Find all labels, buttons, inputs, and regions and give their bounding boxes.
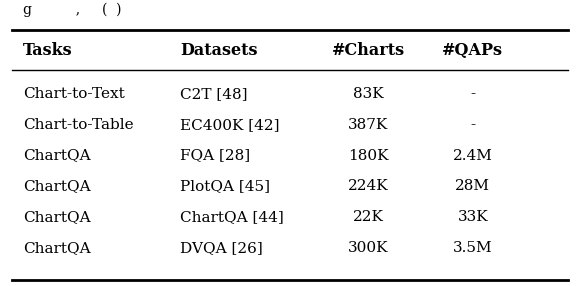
Text: ChartQA [44]: ChartQA [44] — [180, 210, 284, 224]
Text: Chart-to-Text: Chart-to-Text — [23, 87, 125, 101]
Text: 33K: 33K — [458, 210, 488, 224]
Text: FQA [28]: FQA [28] — [180, 149, 250, 162]
Text: DVQA [26]: DVQA [26] — [180, 241, 263, 255]
Text: #QAPs: #QAPs — [442, 41, 503, 59]
Text: C2T [48]: C2T [48] — [180, 87, 247, 101]
Text: -: - — [470, 118, 475, 132]
Text: 224K: 224K — [348, 180, 389, 193]
Text: ChartQA: ChartQA — [23, 210, 91, 224]
Text: Datasets: Datasets — [180, 41, 258, 59]
Text: ChartQA: ChartQA — [23, 149, 91, 162]
Text: 180K: 180K — [348, 149, 389, 162]
Text: 387K: 387K — [348, 118, 389, 132]
Text: ChartQA: ChartQA — [23, 241, 91, 255]
Text: Tasks: Tasks — [23, 41, 73, 59]
Text: -: - — [470, 87, 475, 101]
Text: 28M: 28M — [455, 180, 490, 193]
Text: #Charts: #Charts — [332, 41, 405, 59]
Text: EC400K [42]: EC400K [42] — [180, 118, 280, 132]
Text: 22K: 22K — [353, 210, 384, 224]
Text: ChartQA: ChartQA — [23, 180, 91, 193]
Text: PlotQA [45]: PlotQA [45] — [180, 180, 270, 193]
Text: 2.4M: 2.4M — [453, 149, 492, 162]
Text: Chart-to-Table: Chart-to-Table — [23, 118, 134, 132]
Text: g          ,     (  ): g , ( ) — [23, 3, 122, 17]
Text: 83K: 83K — [353, 87, 383, 101]
Text: 300K: 300K — [348, 241, 389, 255]
Text: 3.5M: 3.5M — [453, 241, 492, 255]
